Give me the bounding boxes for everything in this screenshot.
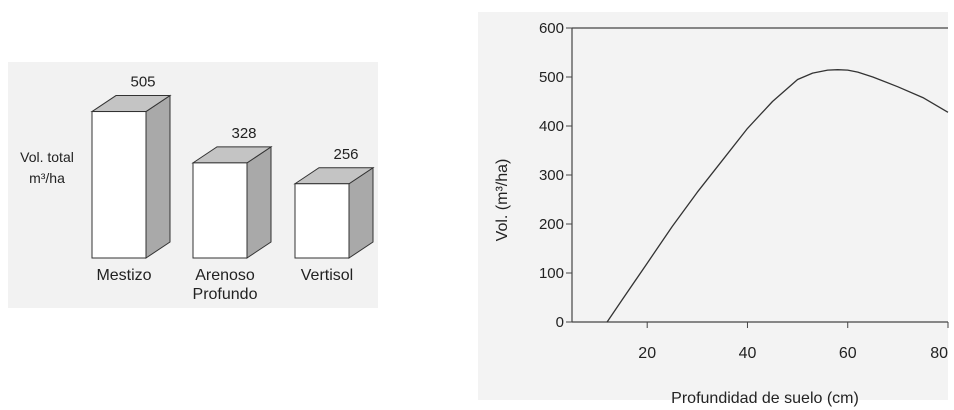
- bar-category-label: Arenoso: [195, 267, 255, 284]
- bar-value-label: 256: [333, 146, 358, 163]
- bar-value-label: 505: [130, 74, 155, 91]
- y-tick-label: 300: [539, 167, 564, 184]
- bar-category-label: Mestizo: [96, 267, 151, 284]
- bar-side-face: [246, 145, 272, 259]
- bar-side-face: [145, 94, 171, 259]
- line-series-group: [606, 69, 949, 323]
- y-tick-label: 500: [539, 69, 564, 86]
- y-tick-label: 600: [539, 20, 564, 37]
- bar-front-face: [192, 162, 248, 259]
- bar-category-label-line2: Profundo: [193, 286, 258, 303]
- y-tick-label: 100: [539, 265, 564, 282]
- line-ylabel: Vol. (m³/ha): [494, 159, 511, 242]
- bar-chart: Vol. total m³/ha 505 Mestizo 328 Arenoso Pro…: [8, 62, 378, 308]
- bar-category-label: Vertisol: [301, 267, 353, 284]
- x-tick-label: 80: [930, 345, 948, 362]
- bar-front-face: [294, 183, 350, 259]
- x-tick-label: 20: [638, 345, 656, 362]
- line-ticks: 0 100 200 300 400 500 600 20 40 60 80: [539, 20, 949, 362]
- line-chart: 0 100 200 300 400 500 600 20 40 60 80 Profundidad …: [478, 12, 949, 407]
- bar-front-face: [91, 111, 147, 259]
- x-tick-label: 40: [739, 345, 757, 362]
- bars-group: 505 Mestizo 328 Arenoso Profundo 256 Vertisol: [90, 74, 375, 303]
- y-tick-label: 400: [539, 118, 564, 135]
- line-xlabel: Profundidad de suelo (cm): [671, 390, 859, 407]
- y-tick-label: 0: [556, 314, 564, 331]
- x-tick-label: 60: [839, 345, 857, 362]
- series-line: [606, 69, 949, 323]
- bar-ylabel-line2: m³/ha: [29, 170, 65, 186]
- y-tick-label: 200: [539, 216, 564, 233]
- bar-ylabel-line1: Vol. total: [20, 149, 74, 165]
- line-chart-background: [478, 12, 948, 400]
- bar-value-label: 328: [231, 125, 256, 142]
